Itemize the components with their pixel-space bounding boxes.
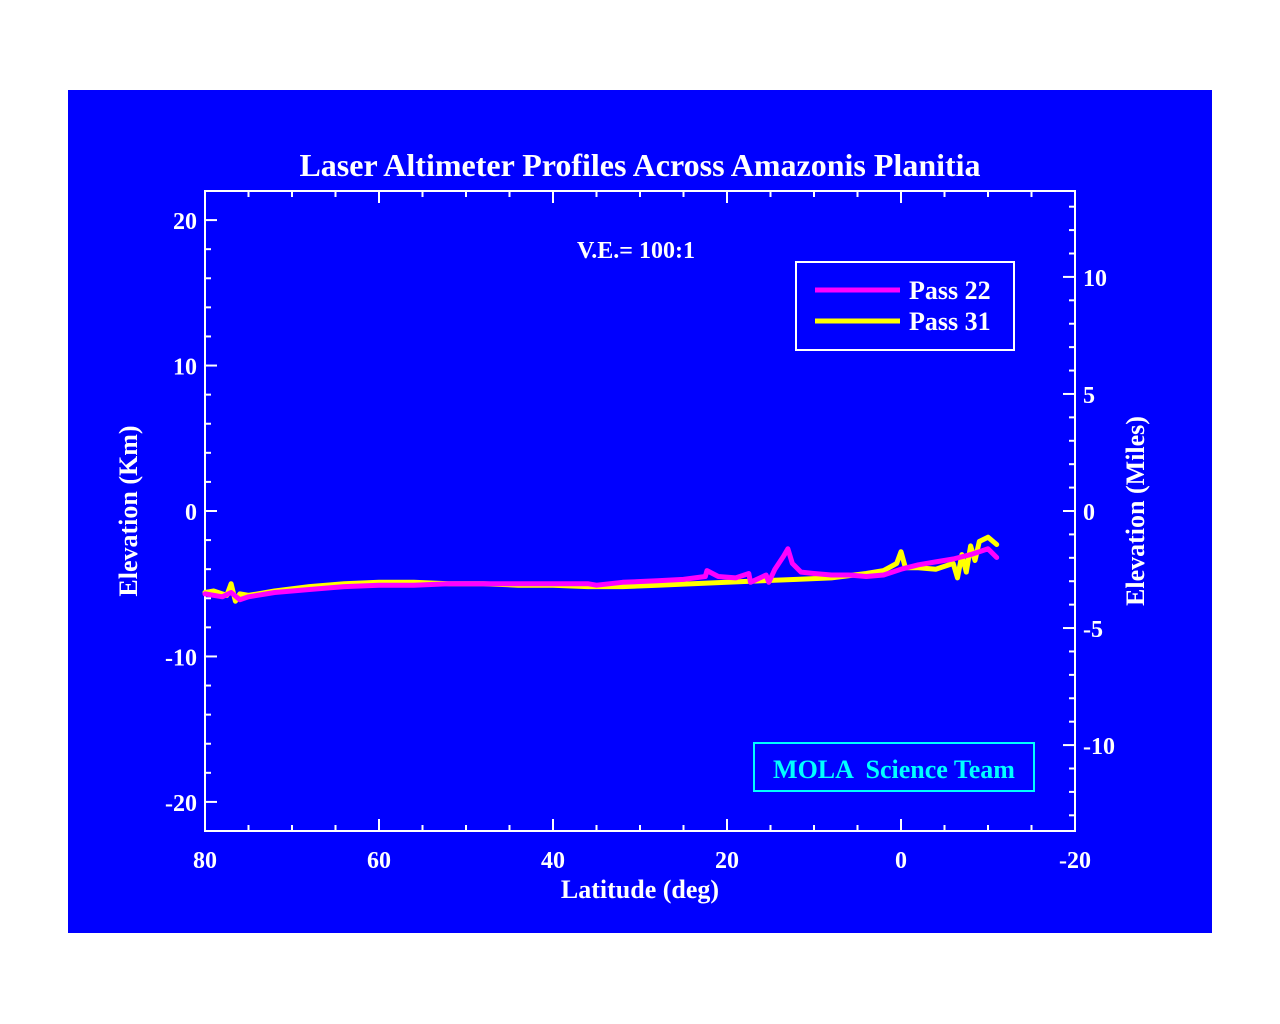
- y-tick-label-right: 10: [1083, 266, 1107, 292]
- series-line-pass-22: [202, 546, 1000, 603]
- x-tick-label: 40: [541, 848, 565, 874]
- x-tick-label: 0: [895, 848, 907, 874]
- y-tick-label-left: 20: [173, 209, 197, 235]
- chart-panel: Laser Altimeter Profiles Across Amazonis…: [68, 90, 1212, 933]
- y-axis-label-right: Elevation (Miles): [1121, 416, 1150, 606]
- series-layer: [202, 534, 1000, 604]
- x-tick-label: 80: [193, 848, 217, 874]
- y-tick-label-left: -10: [165, 645, 197, 671]
- credit-box-frame: [753, 742, 1035, 792]
- credit-box: MOLA Science Team: [753, 742, 1035, 792]
- y-tick-label-left: -20: [165, 791, 197, 817]
- legend-box: [795, 261, 1015, 351]
- chart-svg: Laser Altimeter Profiles Across Amazonis…: [114, 147, 1150, 904]
- x-tick-label: -20: [1059, 848, 1091, 874]
- series-line-pass-31: [202, 534, 1000, 604]
- y-tick-label-right: -5: [1083, 617, 1103, 643]
- y-tick-label-right: 5: [1083, 383, 1095, 409]
- legend: Pass 22 Pass 31: [795, 261, 1015, 351]
- x-axis-label: Latitude (deg): [561, 875, 719, 904]
- x-tick-label: 20: [715, 848, 739, 874]
- x-tick-label: 60: [367, 848, 391, 874]
- y-tick-label-right: 0: [1083, 500, 1095, 526]
- y-tick-label-right: -10: [1083, 734, 1115, 760]
- y-axis-label-left: Elevation (Km): [114, 425, 143, 596]
- y-tick-label-left: 0: [185, 500, 197, 526]
- y-tick-label-left: 10: [173, 355, 197, 381]
- legend-label-pass-22: Pass 22: [909, 276, 991, 305]
- legend-label-pass-31: Pass 31: [909, 307, 991, 336]
- vertical-exaggeration-label: V.E.= 100:1: [577, 238, 695, 264]
- credit-label: MOLA Science Team: [773, 755, 1015, 784]
- axis-ticks: 80 60 40 20 0 -20 20 10 0 -10 -20 10 5 0 -5 -10: [165, 190, 1115, 874]
- chart-title: Laser Altimeter Profiles Across Amazonis…: [299, 147, 980, 183]
